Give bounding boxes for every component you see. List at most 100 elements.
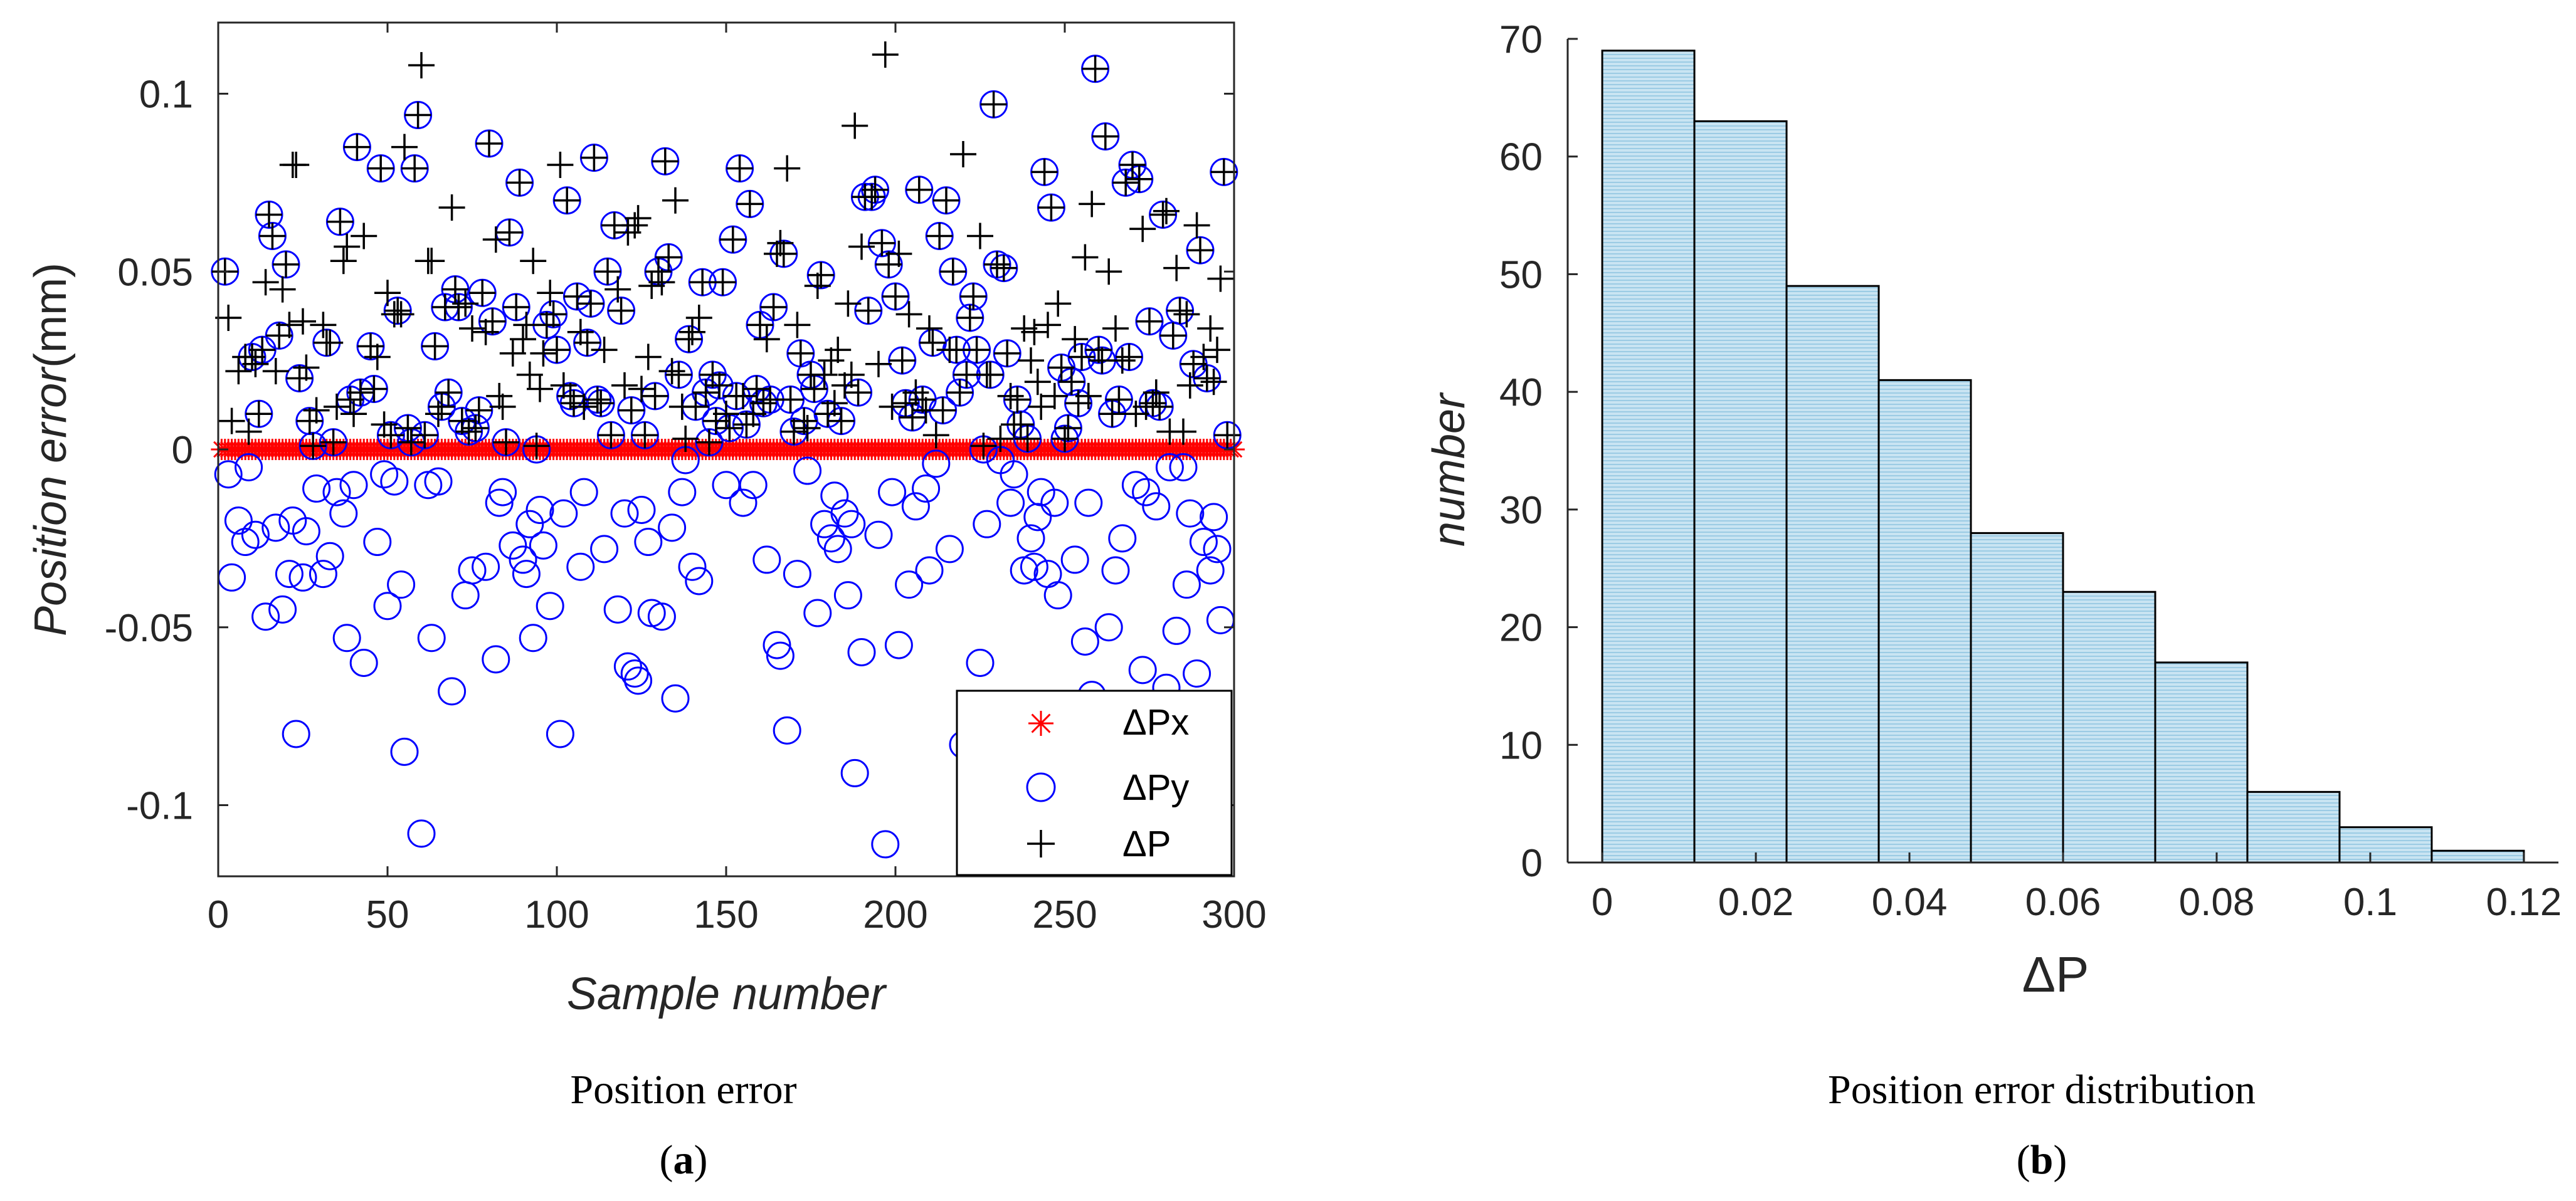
point-dP [882, 283, 909, 310]
point-dPy [613, 652, 642, 681]
point-dP [611, 372, 638, 399]
scatter-chart-position-error: 0 50 100 150 200 250 300 0.1 0.05 0 -0.05 -0.1 Samp… [26, 21, 1267, 1183]
y-tick-label: 60 [1499, 136, 1543, 179]
point-dP [303, 397, 330, 424]
point-dP [987, 425, 1014, 452]
x-tick-label: 0 [208, 893, 229, 936]
point-dPy [634, 528, 663, 557]
point-dP [733, 411, 760, 438]
point-dPy [438, 677, 467, 706]
point-dP [838, 361, 865, 388]
point-dP [984, 251, 1010, 278]
y-tick-label: 0 [1521, 842, 1543, 885]
point-dP [324, 393, 350, 420]
point-dPy [536, 592, 564, 621]
point-dPy [820, 481, 849, 510]
point-dP [503, 294, 530, 320]
point-dP [1109, 347, 1136, 374]
point-dP [740, 401, 767, 427]
point-dP [554, 187, 581, 214]
y-tick-label: 70 [1499, 18, 1543, 61]
point-dP [256, 201, 282, 228]
point-dPy [235, 453, 263, 481]
point-dP [351, 223, 377, 249]
point-dP [262, 358, 289, 385]
point-dP [486, 382, 513, 409]
point-dP [828, 407, 855, 434]
point-dPy [387, 570, 416, 599]
point-dP [594, 258, 621, 285]
point-dPy [935, 535, 964, 564]
point-dP [418, 248, 445, 275]
point-dP [361, 375, 388, 402]
point-dP [794, 414, 821, 441]
point-dP [709, 269, 736, 296]
point-dPy [241, 520, 270, 549]
point-dP [245, 401, 272, 427]
point-dP [625, 205, 652, 232]
point-dPy [218, 563, 246, 592]
point-dPy [315, 542, 344, 570]
point-dP [391, 134, 418, 160]
histogram-bar [1785, 285, 1880, 864]
point-dP [967, 223, 993, 249]
point-dP [1018, 347, 1044, 374]
point-dPy [363, 528, 392, 557]
point-dP [645, 258, 672, 285]
point-dPy [1016, 524, 1045, 553]
point-dPy [620, 659, 649, 688]
point-dP [815, 401, 841, 427]
point-dP [885, 240, 912, 267]
point-dP [462, 414, 489, 441]
point-dPy [763, 631, 791, 659]
y-axis-label: number [1424, 392, 1474, 547]
point-dP [388, 301, 414, 328]
point-dPy [1023, 503, 1052, 532]
point-dPy [712, 471, 741, 500]
point-dP [533, 312, 560, 338]
point-dP [455, 418, 482, 445]
point-dPy [525, 495, 554, 524]
point-dP [516, 361, 543, 388]
y-tick-label: 50 [1499, 253, 1543, 296]
point-dPy [370, 460, 399, 489]
point-dPy [1000, 460, 1028, 489]
point-dP [679, 318, 705, 345]
point-dPy [658, 513, 687, 542]
point-dPy [515, 510, 544, 538]
point-dPy [773, 716, 801, 745]
point-dPy [268, 595, 297, 624]
point-dP [1187, 237, 1213, 264]
point-dPy [231, 528, 260, 557]
point-dP [374, 280, 401, 307]
point-dP [994, 340, 1021, 367]
point-dP [1072, 244, 1099, 271]
point-dP [225, 358, 252, 385]
point-dP [662, 187, 689, 214]
point-dP [675, 326, 702, 353]
axis-ticks: 0 50 100 150 200 250 300 0.1 0.05 0 -0.05 -0.1 [105, 23, 1267, 936]
point-dP [266, 322, 293, 349]
point-dP [750, 390, 777, 417]
point-dP [638, 272, 665, 299]
point-dP [719, 226, 746, 253]
point-dP [283, 152, 310, 178]
point-dPy [610, 499, 639, 528]
point-dPy [627, 495, 656, 524]
point-dP [696, 429, 722, 456]
point-dPy [261, 513, 290, 542]
point-dPy [624, 666, 653, 695]
point-dP [1200, 369, 1227, 396]
point-dP [252, 269, 279, 296]
point-dP [933, 187, 959, 214]
point-dP [713, 401, 739, 427]
point-dPy [1128, 656, 1157, 684]
point-dP [845, 379, 872, 406]
point-dP [865, 350, 892, 377]
point-dPy [288, 563, 317, 592]
point-dP [892, 390, 919, 417]
point-dP [655, 244, 682, 271]
point-dP [1075, 382, 1102, 409]
point-dP [753, 326, 780, 353]
point-dP [588, 390, 615, 417]
